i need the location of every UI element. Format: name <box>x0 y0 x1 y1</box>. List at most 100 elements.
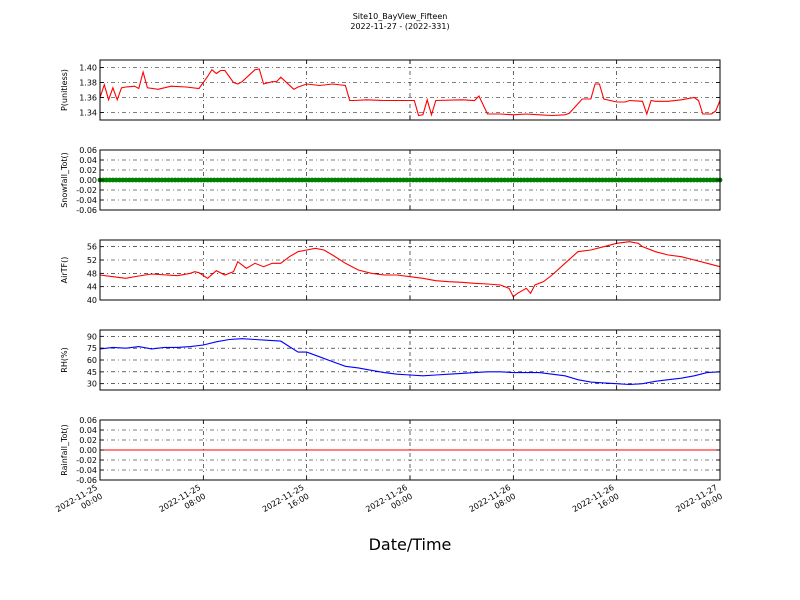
series-line-3 <box>99 241 721 298</box>
series-line-1 <box>99 68 721 117</box>
data-point <box>502 177 507 183</box>
data-point <box>665 177 671 183</box>
data-point <box>149 177 155 183</box>
y-tick-label: 0.02 <box>79 166 97 175</box>
y-tick-label: 0.06 <box>79 146 97 155</box>
data-point <box>616 177 622 183</box>
data-point <box>590 177 596 183</box>
y-tick-label: 0.00 <box>79 176 97 185</box>
data-point <box>564 177 569 183</box>
data-point <box>309 177 315 183</box>
data-point <box>120 177 126 183</box>
data-point <box>521 177 527 183</box>
data-point <box>208 177 214 183</box>
data-point <box>342 177 348 183</box>
data-point <box>156 177 162 183</box>
data-point <box>283 177 289 183</box>
y-tick-label: 90 <box>87 332 97 341</box>
data-point <box>244 177 250 183</box>
y-tick-label: 1.36 <box>79 94 97 103</box>
data-point <box>580 177 586 183</box>
data-point <box>417 177 423 183</box>
data-point <box>541 177 547 183</box>
data-point <box>293 177 299 183</box>
data-point <box>476 177 481 183</box>
data-point <box>306 177 312 183</box>
data-point <box>495 177 501 183</box>
data-point <box>335 177 341 183</box>
data-point <box>538 177 543 183</box>
y-axis-label: Snowfall_Tot() <box>60 152 69 208</box>
y-tick-label: 44 <box>87 283 97 292</box>
data-point <box>123 177 129 183</box>
panel-5: 0.060.040.020.00-0.02-0.04-0.06 Rainfall_… <box>60 416 721 485</box>
data-point <box>531 177 537 183</box>
data-point <box>593 177 599 183</box>
data-point <box>554 177 560 183</box>
series-line-4 <box>99 338 721 386</box>
y-tick-label: 1.40 <box>79 64 97 73</box>
data-point <box>528 177 534 183</box>
y-tick-label: -0.02 <box>76 186 97 195</box>
data-point <box>316 177 321 183</box>
data-point <box>600 177 605 183</box>
y-axis-label: AirTF() <box>60 257 69 284</box>
data-point <box>652 177 658 183</box>
data-point <box>505 177 511 183</box>
data-point <box>378 177 383 183</box>
data-point <box>290 177 295 183</box>
data-point <box>237 177 243 183</box>
data-point <box>218 177 224 183</box>
data-point <box>662 177 667 183</box>
data-point <box>270 177 276 183</box>
data-point <box>361 177 367 183</box>
data-point <box>609 177 615 183</box>
y-tick-label: 30 <box>87 380 97 389</box>
x-tick-label: 2022-11-2516:00 <box>261 483 311 523</box>
x-tick-label: 2022-11-2616:00 <box>571 483 621 523</box>
data-point <box>381 177 387 183</box>
y-tick-label: 45 <box>87 368 97 377</box>
chart-title: Site10_BayView_Fifteen <box>353 12 448 21</box>
y-tick-label: 0.04 <box>79 156 97 165</box>
x-tick-label: 2022-11-2608:00 <box>468 483 518 523</box>
data-point <box>140 177 145 183</box>
panel-2: 0.060.040.020.00-0.02-0.04-0.06 Snowfall_… <box>60 146 723 215</box>
panels: 1.401.381.361.34P(unitless)0.060.040.020… <box>60 59 723 485</box>
data-point <box>273 177 279 183</box>
data-point <box>704 177 710 183</box>
panel-3: 56 52 48 44 40 AirTF() <box>60 239 721 305</box>
y-tick-label: -0.04 <box>76 466 97 475</box>
data-point <box>645 177 651 183</box>
data-point <box>423 177 429 183</box>
data-point <box>228 177 233 183</box>
data-point <box>202 177 207 183</box>
x-tick-label: 2022-11-2600:00 <box>364 483 414 523</box>
y-tick-label: 1.38 <box>79 79 97 88</box>
y-tick-label: 0.04 <box>79 426 97 435</box>
panel-1: 1.40 1.38 1.36 1.34 P(unitless) <box>60 59 721 121</box>
data-point <box>636 177 641 183</box>
y-tick-label: 40 <box>87 296 97 305</box>
data-point <box>264 177 269 183</box>
data-point <box>133 177 139 183</box>
x-tick-label: 2022-11-2508:00 <box>158 483 208 523</box>
data-point <box>254 177 259 183</box>
data-point <box>104 177 109 183</box>
data-point <box>221 177 227 183</box>
y-axis-label: Rainfall_Tot() <box>60 424 69 476</box>
data-point <box>567 177 573 183</box>
y-tick-label: 75 <box>87 344 97 353</box>
y-tick-label: 0.00 <box>79 446 97 455</box>
data-point <box>518 177 524 183</box>
data-point <box>113 177 119 183</box>
data-point <box>371 177 377 183</box>
x-axis-label: Date/Time <box>369 535 452 554</box>
data-point <box>192 177 198 183</box>
data-point <box>485 177 491 183</box>
data-point <box>440 177 445 183</box>
data-point <box>211 177 217 183</box>
data-point <box>352 177 357 183</box>
data-point <box>469 177 475 183</box>
data-point <box>433 177 439 183</box>
